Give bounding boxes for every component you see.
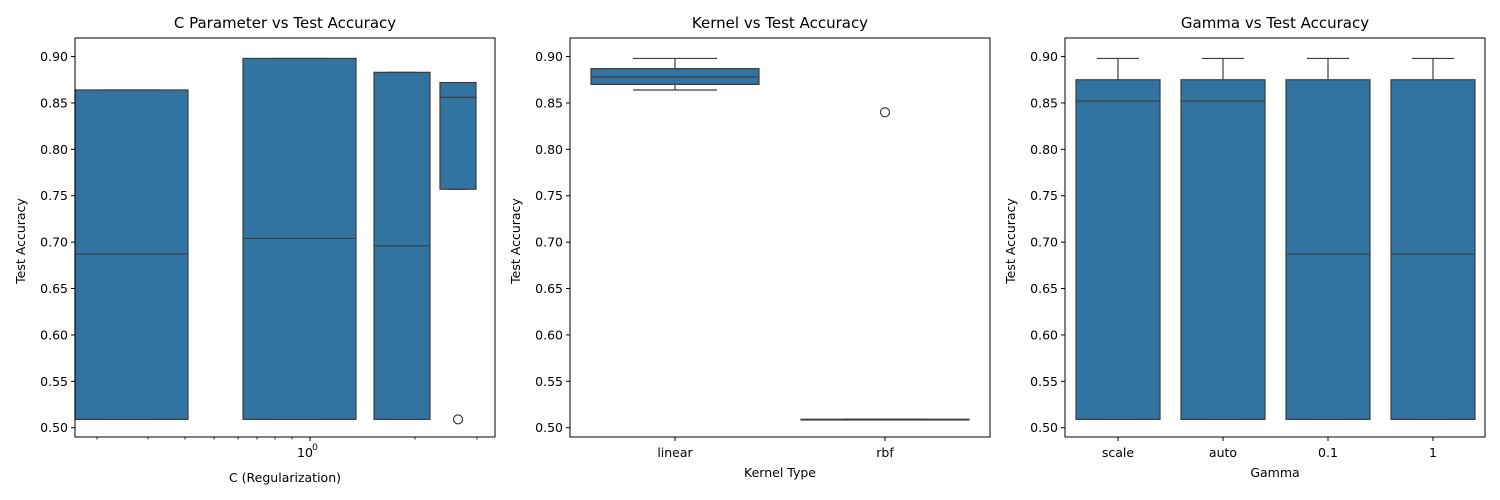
panel-c-parameter: C Parameter vs Test Accuracy C (Regulari… xyxy=(13,14,396,485)
x-axis-label: C (Regularization) xyxy=(229,470,341,485)
y-tick-label: 0.65 xyxy=(535,281,563,296)
box xyxy=(1390,79,1476,420)
y-tick-label: 0.85 xyxy=(40,95,68,110)
x-axis-label: Kernel Type xyxy=(744,465,816,480)
plot-area: 0.50 0.55 0.60 0.65 0.70 0.75 0.80 0.85 0.90 10 0 xyxy=(40,37,496,460)
x-tick-label: 1 xyxy=(1429,445,1437,460)
y-tick-label: 0.75 xyxy=(1030,188,1058,203)
y-axis-label: Test Accuracy xyxy=(13,198,28,285)
chart-title: Kernel vs Test Accuracy xyxy=(692,14,868,32)
panel-kernel: Kernel vs Test Accuracy Kernel Type Test… xyxy=(508,14,868,480)
y-tick-label: 0.80 xyxy=(535,142,563,157)
y-tick-label: 0.55 xyxy=(40,374,68,389)
y-tick-label: 0.70 xyxy=(1030,235,1058,250)
y-tick-label: 0.70 xyxy=(535,235,563,250)
plot-area: 0.50 0.55 0.60 0.65 0.70 0.75 0.80 0.85 0.90 scal… xyxy=(1030,37,1486,460)
y-tick-label: 0.60 xyxy=(535,327,563,342)
y-tick-label: 0.90 xyxy=(535,49,563,64)
x-tick-label: 0.1 xyxy=(1318,445,1338,460)
x-axis-label: Gamma xyxy=(1250,465,1299,480)
y-tick-label: 0.55 xyxy=(535,374,563,389)
y-tick-label: 0.65 xyxy=(1030,281,1058,296)
y-tick-label: 0.70 xyxy=(40,235,68,250)
y-tick-label: 0.50 xyxy=(1030,420,1058,435)
box xyxy=(439,81,477,190)
y-tick-label: 0.90 xyxy=(1030,49,1058,64)
box xyxy=(1180,79,1266,420)
x-tick-exponent: 0 xyxy=(312,443,318,453)
y-tick-label: 0.50 xyxy=(535,420,563,435)
y-tick-label: 0.90 xyxy=(40,49,68,64)
y-tick-label: 0.60 xyxy=(1030,327,1058,342)
x-tick-label: 10 xyxy=(297,445,313,460)
panel-gamma: Gamma vs Test Accuracy Gamma Test Accura… xyxy=(1003,14,1369,480)
y-tick-label: 0.80 xyxy=(40,142,68,157)
plot-area: 0.50 0.55 0.60 0.65 0.70 0.75 0.80 0.85 0.90 line… xyxy=(535,37,991,460)
y-tick-label: 0.75 xyxy=(40,188,68,203)
box xyxy=(1285,79,1371,420)
axes-frame xyxy=(569,37,991,438)
axes-frame xyxy=(1064,37,1486,438)
outlier-point xyxy=(452,414,464,425)
y-tick-label: 0.85 xyxy=(535,95,563,110)
y-axis-label: Test Accuracy xyxy=(1003,198,1018,285)
outlier-point xyxy=(879,107,891,118)
x-tick-label: auto xyxy=(1209,445,1237,460)
x-tick-label: scale xyxy=(1102,445,1135,460)
y-tick-label: 0.75 xyxy=(535,188,563,203)
chart-title: Gamma vs Test Accuracy xyxy=(1181,14,1369,32)
y-tick-label: 0.85 xyxy=(1030,95,1058,110)
y-tick-label: 0.80 xyxy=(1030,142,1058,157)
y-axis-label: Test Accuracy xyxy=(508,198,523,285)
y-tick-label: 0.50 xyxy=(40,420,68,435)
box xyxy=(1075,79,1161,420)
y-tick-label: 0.60 xyxy=(40,327,68,342)
y-tick-label: 0.65 xyxy=(40,281,68,296)
x-tick-label: rbf xyxy=(876,445,894,460)
x-tick-label: linear xyxy=(657,445,693,460)
y-tick-label: 0.55 xyxy=(1030,374,1058,389)
axes-frame xyxy=(74,37,496,438)
chart-title: C Parameter vs Test Accuracy xyxy=(174,14,396,32)
